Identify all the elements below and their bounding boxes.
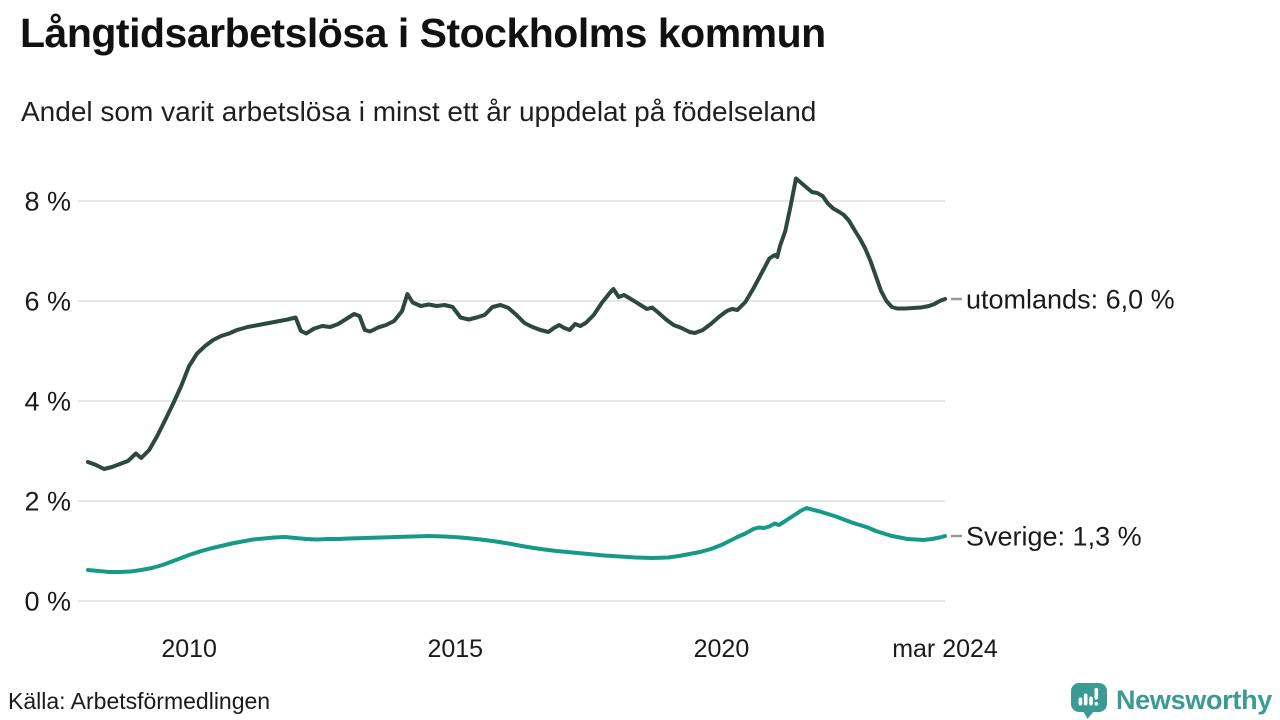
page-title: Långtidsarbetslösa i Stockholms kommun — [20, 10, 826, 56]
y-tick-label: 6 % — [24, 287, 71, 317]
y-tick-label: 8 % — [24, 187, 71, 217]
series-line-Sverige — [86, 506, 947, 574]
x-tick-label: 2020 — [694, 635, 750, 663]
chart-subtitle: Andel som varit arbetslösa i minst ett å… — [21, 96, 817, 127]
source-note: Källa: Arbetsförmedlingen — [8, 688, 271, 714]
newsworthy-bubble-chart-icon — [1070, 682, 1108, 719]
y-tick-label: 4 % — [24, 387, 71, 417]
newsworthy-logo: Newsworthy — [1070, 682, 1272, 719]
x-tick-label: mar 2024 — [892, 635, 998, 663]
x-tick-label: 2010 — [161, 635, 217, 663]
y-axis-labels: 0 % 2 % 4 % 6 % 8 % — [24, 187, 71, 617]
gridlines — [78, 200, 945, 602]
series-end-label-Sverige: Sverige: 1,3 % — [966, 522, 1142, 552]
series-line-utomlands — [86, 176, 947, 471]
series-end-label-utomlands: utomlands: 6,0 % — [966, 285, 1175, 315]
x-tick-label: 2015 — [427, 635, 483, 663]
y-tick-label: 2 % — [24, 487, 71, 517]
newsworthy-wordmark: Newsworthy — [1115, 685, 1272, 715]
x-axis-labels: 2010 2015 2020 mar 2024 — [161, 635, 998, 663]
y-tick-label: 0 % — [24, 587, 71, 617]
